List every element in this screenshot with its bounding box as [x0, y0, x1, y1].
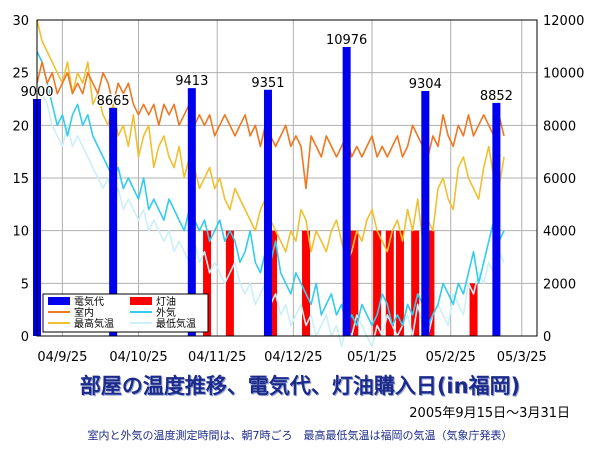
- x-tick-label: 05/1/25: [347, 350, 397, 365]
- electricity-data-label: 9304: [409, 77, 442, 92]
- y-right-tick-label: 10000: [543, 67, 584, 82]
- kerosene-bar: [426, 230, 435, 336]
- y-left-tick-label: 20: [12, 119, 29, 134]
- legend-box: [42, 293, 209, 333]
- electricity-bar: [187, 88, 196, 337]
- legend-label: 室内: [74, 306, 94, 319]
- kerosene-bar: [225, 230, 234, 336]
- x-tick-label: 04/9/25: [37, 350, 87, 365]
- y-left-tick-label: 30: [12, 14, 29, 29]
- electricity-data-label: 10976: [326, 33, 367, 48]
- y-right-tick-label: 0: [543, 330, 551, 345]
- y-right-tick-label: 2000: [543, 277, 576, 292]
- legend-label: 最低気温: [156, 317, 196, 330]
- y-right-tick-label: 12000: [543, 14, 584, 29]
- electricity-data-label: 9351: [251, 76, 284, 91]
- plot-border: [36, 19, 538, 337]
- legend-label: 最高気温: [74, 317, 114, 330]
- electricity-bar: [109, 107, 118, 337]
- kerosene-bar: [411, 230, 420, 336]
- legend-label: 外気: [156, 306, 176, 319]
- legend-swatch: [48, 297, 70, 305]
- kerosene-bar: [350, 230, 359, 336]
- kerosene-bar: [395, 230, 404, 336]
- y-left-tick-label: 10: [12, 225, 29, 240]
- kerosene-bar: [385, 230, 394, 336]
- legend-swatch: [130, 297, 152, 305]
- y-right-tick-label: 4000: [543, 225, 576, 240]
- kerosene-bar: [203, 230, 212, 336]
- electricity-data-label: 9413: [175, 74, 208, 89]
- electricity-bar: [421, 90, 430, 337]
- electricity-bar: [342, 46, 351, 336]
- chart-note: 室内と外気の温度測定時間は、朝7時ごろ 最高最低気温は福岡の気温（気象庁発表）: [87, 429, 513, 442]
- kerosene-bar: [469, 283, 478, 336]
- y-right-tick-label: 8000: [543, 119, 576, 134]
- y-left-tick-label: 5: [21, 277, 29, 292]
- electricity-data-label: 8852: [480, 89, 513, 104]
- chart-title: 部屋の温度推移、電気代、灯油購入日(in福岡): [79, 374, 521, 398]
- kerosene-bar: [373, 230, 382, 336]
- kerosene-bar: [269, 230, 278, 336]
- x-tick-label: 04/11/25: [188, 350, 246, 365]
- legend-label: 電気代: [74, 295, 104, 308]
- x-tick-label: 04/10/25: [109, 350, 167, 365]
- electricity-data-label: 8665: [97, 94, 130, 109]
- chart-subtitle: 2005年9月15日～3月31日: [409, 406, 570, 421]
- x-tick-label: 05/3/25: [497, 350, 547, 365]
- y-left-tick-label: 15: [12, 172, 29, 187]
- x-tick-label: 05/2/25: [426, 350, 476, 365]
- y-left-tick-label: 25: [12, 67, 29, 82]
- electricity-bar: [492, 102, 501, 336]
- electricity-bar: [263, 89, 272, 336]
- y-left-tick-label: 0: [21, 330, 29, 345]
- x-tick-label: 04/12/25: [264, 350, 322, 365]
- legend-label: 灯油: [156, 295, 176, 308]
- kerosene-bar: [302, 230, 311, 336]
- y-right-tick-label: 6000: [543, 172, 576, 187]
